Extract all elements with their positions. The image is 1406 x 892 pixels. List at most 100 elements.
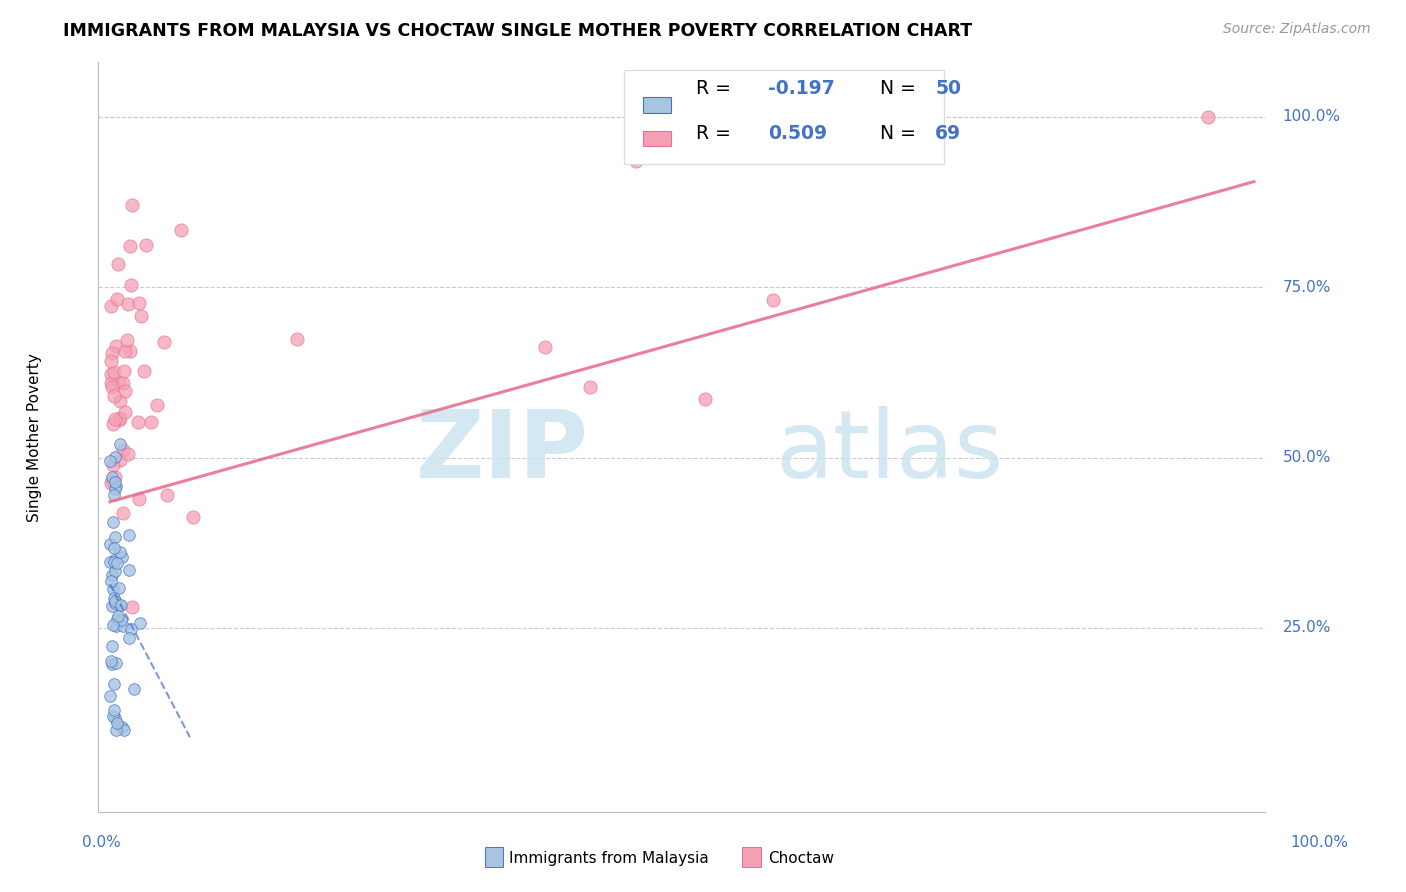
Text: 75.0%: 75.0%: [1282, 280, 1331, 294]
Point: [120, 343, 142, 358]
Text: atlas: atlas: [775, 406, 1004, 498]
Point: [128, 491, 150, 506]
Point: [114, 384, 136, 398]
Point: [114, 343, 136, 358]
Point: [105, 656, 128, 670]
Point: [103, 555, 125, 569]
Point: [118, 563, 141, 577]
Point: [117, 447, 139, 461]
Point: [111, 442, 134, 457]
Point: [104, 530, 127, 544]
Point: [104, 479, 127, 493]
FancyBboxPatch shape: [644, 97, 672, 112]
Point: [103, 677, 125, 691]
Point: [103, 541, 125, 556]
Point: [104, 593, 127, 607]
Point: [105, 339, 128, 353]
Point: [135, 238, 157, 252]
Point: [100, 470, 122, 484]
Text: 25.0%: 25.0%: [1282, 620, 1331, 635]
Point: [104, 475, 127, 489]
Point: [129, 615, 152, 630]
Point: [121, 600, 143, 615]
Point: [118, 631, 141, 645]
Point: [105, 556, 128, 570]
Point: [132, 364, 155, 378]
Point: [100, 574, 122, 589]
Point: [105, 612, 128, 626]
Point: [118, 528, 141, 542]
Point: [108, 437, 131, 451]
Point: [100, 299, 122, 313]
Text: Source: ZipAtlas.com: Source: ZipAtlas.com: [1223, 22, 1371, 37]
Text: N =: N =: [880, 124, 922, 143]
Point: [101, 346, 124, 360]
Point: [101, 639, 124, 653]
Point: [103, 553, 125, 567]
Point: [104, 412, 127, 426]
Point: [112, 507, 135, 521]
Point: [103, 417, 125, 431]
Point: [110, 598, 132, 612]
Point: [153, 334, 176, 349]
Point: [624, 154, 647, 169]
Point: [104, 482, 127, 496]
Point: [104, 596, 127, 610]
Point: [110, 411, 132, 425]
Text: 100.0%: 100.0%: [1289, 836, 1348, 850]
Point: [122, 681, 145, 696]
Text: 0.0%: 0.0%: [82, 836, 121, 850]
Point: [117, 297, 139, 311]
FancyBboxPatch shape: [624, 70, 945, 163]
Point: [101, 515, 124, 529]
Point: [105, 619, 128, 633]
Text: Choctaw: Choctaw: [768, 851, 834, 865]
Point: [100, 380, 122, 394]
Point: [107, 257, 129, 271]
Point: [114, 405, 136, 419]
Point: [103, 365, 125, 379]
Text: -0.197: -0.197: [768, 78, 835, 98]
Point: [104, 711, 127, 725]
Point: [101, 475, 124, 489]
Point: [101, 458, 124, 472]
Point: [111, 376, 134, 390]
Point: [1197, 110, 1219, 124]
Point: [127, 415, 149, 429]
Point: [285, 332, 308, 346]
Point: [111, 720, 134, 734]
FancyBboxPatch shape: [644, 131, 672, 146]
Point: [101, 657, 124, 671]
Point: [105, 716, 128, 731]
Text: N =: N =: [880, 78, 922, 98]
Point: [107, 608, 129, 623]
Point: [139, 415, 162, 429]
Point: [104, 564, 127, 578]
Text: 0.509: 0.509: [768, 124, 827, 143]
Text: R =: R =: [696, 78, 737, 98]
Point: [103, 618, 125, 632]
Point: [100, 354, 122, 368]
Point: [105, 292, 128, 306]
Point: [100, 555, 122, 569]
Point: [110, 452, 132, 467]
Point: [762, 293, 785, 308]
Point: [103, 702, 125, 716]
Point: [114, 723, 136, 737]
Point: [146, 398, 169, 412]
Point: [121, 198, 143, 212]
Point: [120, 622, 142, 636]
Point: [108, 394, 131, 409]
Point: [103, 488, 125, 502]
Point: [100, 367, 122, 381]
Point: [100, 376, 122, 391]
Point: [101, 568, 124, 582]
Point: [115, 333, 138, 347]
Text: 100.0%: 100.0%: [1282, 110, 1340, 124]
Text: 50: 50: [935, 78, 962, 98]
Point: [170, 223, 193, 237]
Point: [101, 599, 124, 614]
Point: [108, 413, 131, 427]
Point: [110, 549, 132, 564]
Point: [110, 613, 132, 627]
